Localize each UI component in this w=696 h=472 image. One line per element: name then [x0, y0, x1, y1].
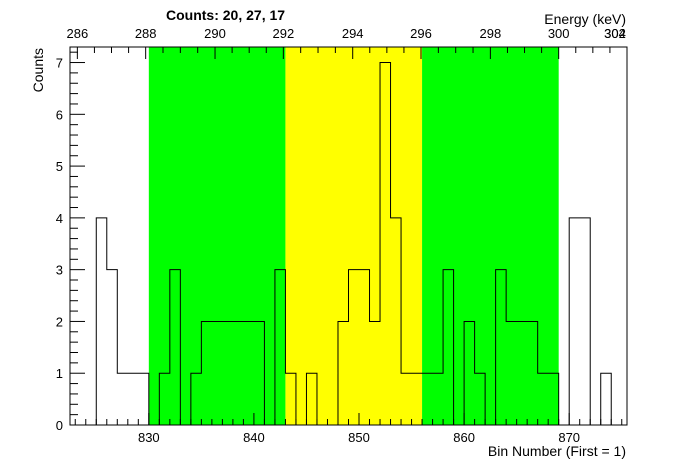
energy-axis-label: Energy (keV): [544, 11, 626, 27]
x-tick-label: 830: [138, 430, 160, 445]
energy-tick-label: 302: [604, 26, 626, 41]
histogram-series: [70, 62, 622, 426]
x-tick-label: 850: [348, 430, 370, 445]
tick-labels: 830 840 850 860 870 0 1 2 3 4 5 6 7 286 288 290 292 294 29…: [56, 26, 626, 445]
x-axis-label: Bin Number (First = 1): [488, 443, 626, 459]
energy-tick-label: 288: [135, 26, 157, 41]
x-tick-label: 860: [453, 430, 475, 445]
energy-tick-label: 286: [67, 26, 89, 41]
energy-tick-label: 292: [272, 26, 294, 41]
x-tick-label: 840: [243, 430, 265, 445]
y-tick-label: 1: [56, 366, 63, 381]
x-tick-label: 870: [558, 430, 580, 445]
y-tick-label: 4: [56, 211, 63, 226]
axis-ticks: [70, 47, 628, 426]
y-tick-label: 0: [56, 418, 63, 433]
energy-tick-label: 296: [410, 26, 432, 41]
region-band-0: [148, 47, 286, 425]
y-tick-label: 5: [56, 159, 63, 174]
region-band-2: [422, 47, 559, 425]
y-tick-label: 3: [56, 263, 63, 278]
y-tick-label: 2: [56, 314, 63, 329]
energy-tick-label: 294: [342, 26, 364, 41]
y-tick-label: 7: [56, 56, 63, 71]
energy-tick-label: 300: [548, 26, 570, 41]
y-axis-label: Counts: [30, 48, 46, 92]
histogram-line: [70, 62, 622, 426]
energy-tick-label: 298: [480, 26, 502, 41]
chart-title: Counts: 20, 27, 17: [166, 7, 285, 23]
region-band-1: [285, 47, 423, 425]
y-tick-label: 6: [56, 107, 63, 122]
energy-tick-label: 304: [604, 26, 626, 41]
energy-tick-label: 290: [204, 26, 226, 41]
region-bands: [148, 47, 559, 425]
